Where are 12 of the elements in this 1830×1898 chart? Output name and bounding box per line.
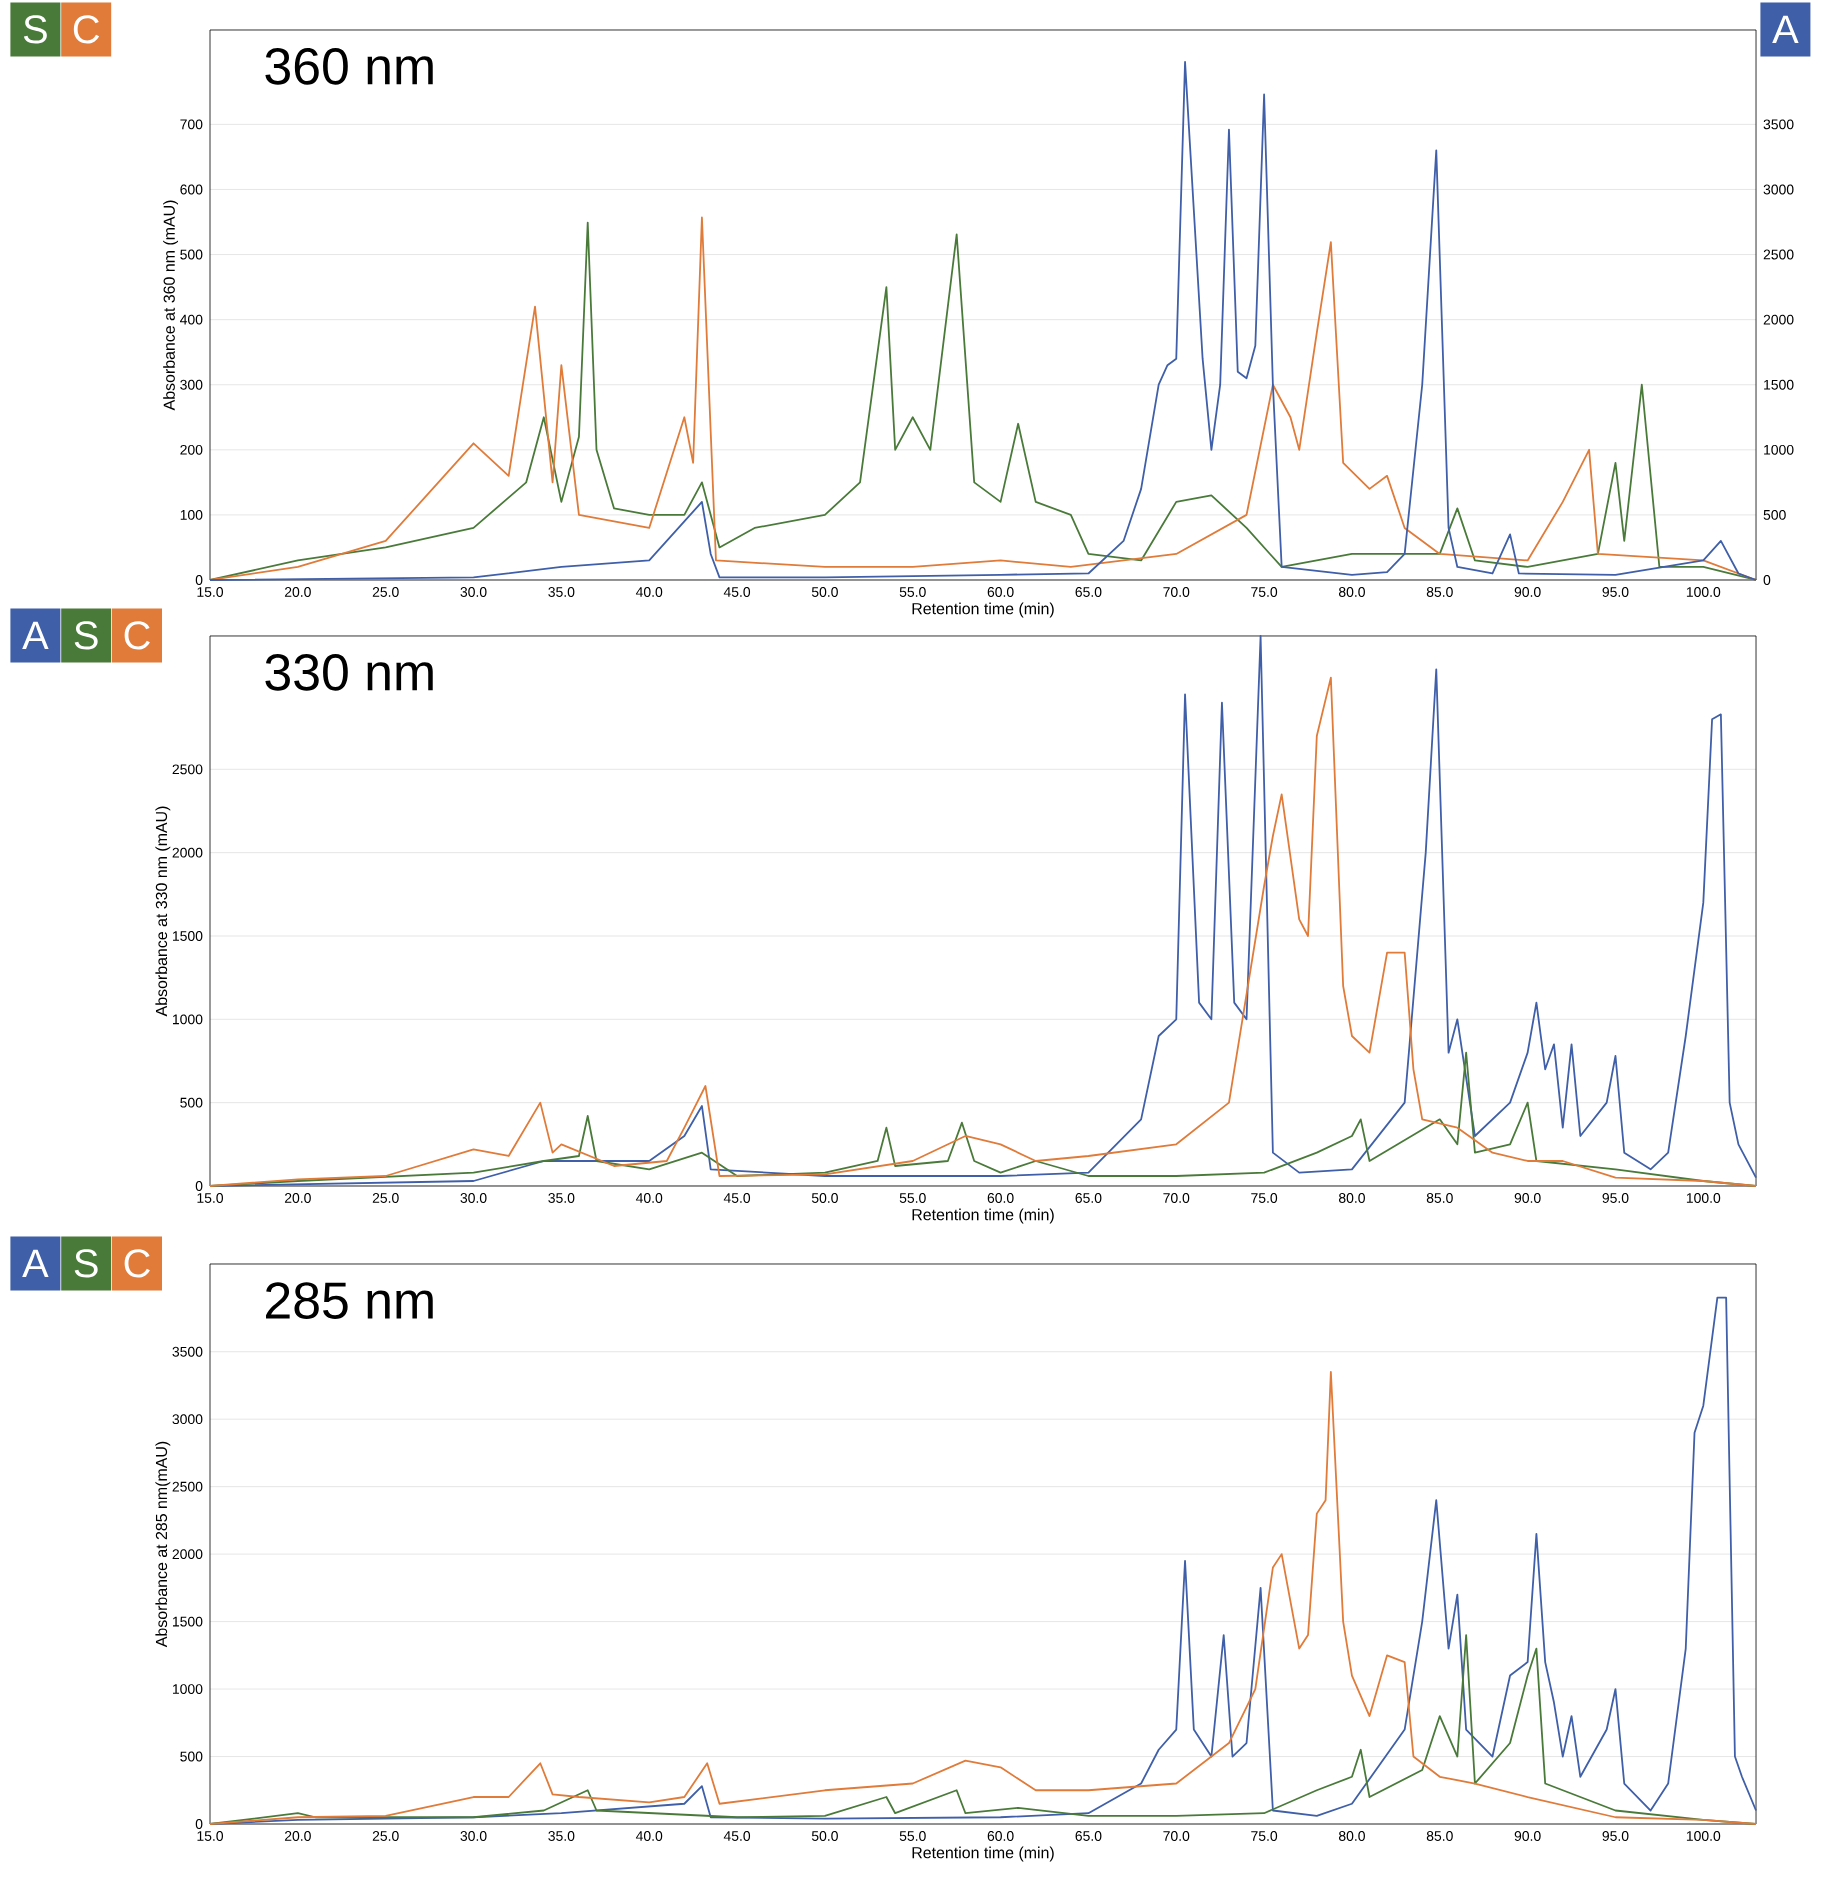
chart-title: 360 nm [265, 48, 433, 85]
text: A [22, 621, 49, 650]
text: C [124, 621, 150, 650]
chart-title: 285 nm [266, 1282, 433, 1319]
text: S [74, 1249, 98, 1278]
text: C [124, 1249, 150, 1278]
text: S [23, 15, 47, 44]
chart-title: 330 nm [265, 654, 433, 691]
text: A [1772, 15, 1799, 44]
text: A [22, 1249, 49, 1278]
text: C [73, 15, 100, 44]
text: S [74, 621, 98, 650]
